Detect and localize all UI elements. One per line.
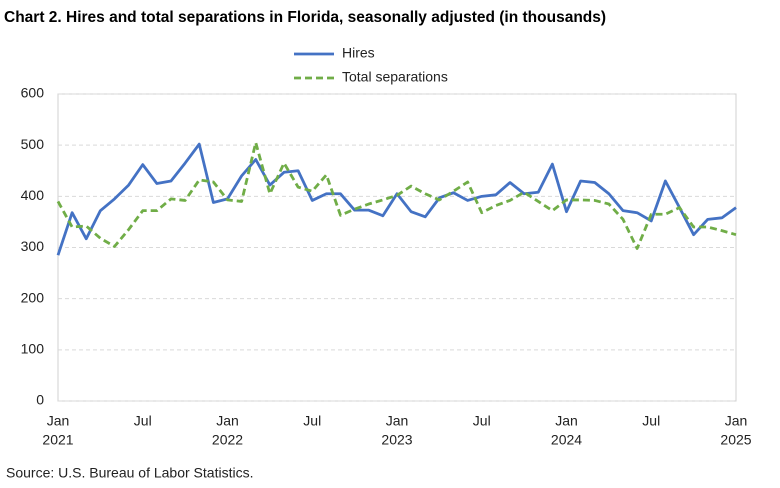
x-tick-label: Jul	[473, 413, 491, 429]
x-tick-label: Jan	[386, 413, 409, 429]
x-tick-label: Jan	[216, 413, 239, 429]
y-tick-label: 600	[21, 85, 45, 101]
y-tick-label: 500	[21, 136, 45, 152]
source-note: Source: U.S. Bureau of Labor Statistics.	[6, 465, 253, 481]
x-year-label: 2021	[42, 432, 73, 448]
x-tick-label: Jul	[642, 413, 660, 429]
series-line	[56, 142, 737, 256]
x-year-label: 2025	[720, 432, 751, 448]
chart-title: Chart 2. Hires and total separations in …	[4, 9, 606, 26]
y-tick-label: 100	[21, 341, 45, 357]
x-tick-label: Jan	[555, 413, 578, 429]
legend-label: Hires	[342, 45, 375, 61]
y-tick-label: 0	[36, 392, 44, 408]
series-line	[56, 141, 737, 250]
x-year-label: 2022	[212, 432, 243, 448]
x-tick-label: Jan	[47, 413, 70, 429]
x-tick-label: Jul	[303, 413, 321, 429]
x-year-label: 2023	[381, 432, 412, 448]
x-year-label: 2024	[551, 432, 582, 448]
x-tick-label: Jul	[134, 413, 152, 429]
y-tick-label: 200	[21, 289, 45, 305]
y-tick-label: 300	[21, 238, 45, 254]
y-tick-label: 400	[21, 187, 45, 203]
x-tick-label: Jan	[725, 413, 748, 429]
legend-label: Total separations	[342, 69, 448, 85]
